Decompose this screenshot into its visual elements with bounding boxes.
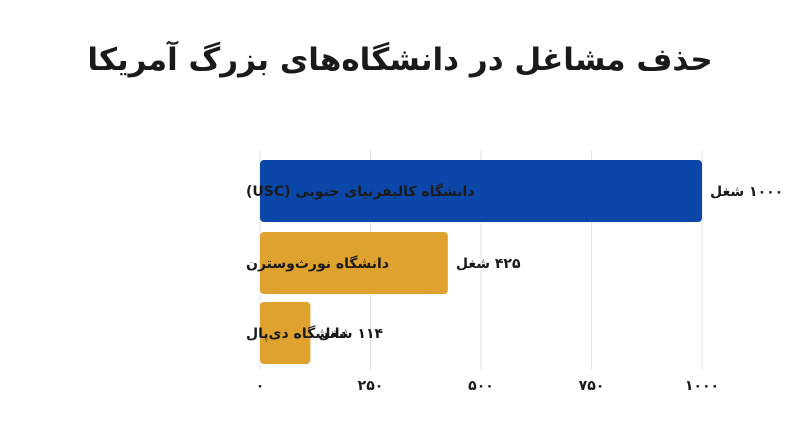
bars [260,160,702,364]
x-tick-label: ۱۰۰۰ [685,378,719,394]
x-tick-label: ۲۵۰ [358,378,384,394]
category-label: دانشگاه نورث‌وسترن [246,255,389,272]
labels: دانشگاه کالیفرنیای جنوبی (USC) ۱۰۰۰ شغل دا… [246,183,783,342]
value-label: ۴۲۵ شغل [456,256,521,272]
x-axis-ticks: ۰ ۲۵۰ ۵۰۰ ۷۵۰ ۱۰۰۰ [256,378,719,394]
chart-title: حذف مشاغل در دانشگاه‌های بزرگ آمریکا [87,42,713,78]
x-tick-label: ۰ [256,378,265,394]
bar [260,302,311,364]
value-label: ۱۱۴ شغل [318,326,383,342]
value-label: ۱۰۰۰ شغل [710,184,783,200]
bar [260,160,702,222]
x-tick-label: ۷۵۰ [579,378,605,394]
category-label: دانشگاه دی‌پال [246,325,347,342]
bar [260,232,448,294]
category-label: دانشگاه کالیفرنیای جنوبی (USC) [246,183,475,200]
x-tick-label: ۵۰۰ [468,378,494,394]
